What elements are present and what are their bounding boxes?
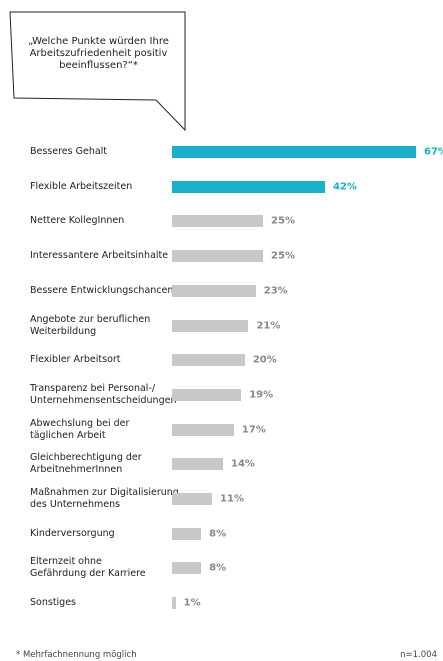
category-label: Nettere KollegInnen — [30, 215, 125, 227]
value-label: 23% — [263, 285, 288, 297]
value-label: 67% — [424, 146, 443, 158]
value-label: 42% — [332, 181, 357, 193]
bar — [172, 388, 242, 401]
category-label: Flexibler Arbeitsort — [30, 354, 121, 366]
category-label: Sonstiges — [30, 597, 77, 609]
value-label: 8% — [209, 562, 227, 574]
bar — [172, 458, 223, 471]
category-label: Angebote zur beruflichen Weiterbildung — [30, 313, 151, 337]
category-label: Transparenz bei Personal-/ Unternehmense… — [30, 382, 177, 406]
bar — [172, 597, 176, 610]
category-label: Flexible Arbeitszeiten — [30, 180, 133, 192]
bar — [172, 250, 264, 263]
category-label: Besseres Gehalt — [30, 146, 108, 157]
category-label: Maßnahmen zur Digitalisierung des Untern… — [30, 487, 179, 510]
category-label: Bessere Entwicklungschancen — [30, 284, 174, 296]
bar — [172, 319, 249, 332]
chart-title: „Welche Punkte würden Ihre Arbeitszufrie… — [28, 36, 169, 71]
sample-size: n=1.004 — [400, 650, 437, 660]
bar — [172, 146, 416, 158]
category-label: Elternzeit ohne Gefährdung der Karriere — [30, 556, 146, 580]
bar — [172, 215, 264, 228]
value-label: 1% — [183, 597, 201, 609]
bar — [172, 354, 245, 367]
value-label: 8% — [209, 528, 227, 540]
value-label: 25% — [271, 250, 295, 262]
category-label: Abwechslung bei der täglichen Arbeit — [30, 417, 130, 441]
category-label: Interessantere Arbeitsinhalte — [30, 250, 169, 262]
bar — [172, 423, 234, 436]
bar — [172, 527, 202, 540]
bar — [172, 180, 325, 193]
value-label: 21% — [256, 320, 281, 331]
speech-bubble — [9, 11, 186, 132]
value-label: 20% — [252, 354, 277, 366]
category-label: Kinderversorgung — [30, 527, 115, 539]
value-label: 19% — [249, 389, 274, 401]
bar — [172, 562, 202, 575]
footnote: * Mehrfachnennung möglich — [16, 650, 137, 660]
bar — [172, 493, 213, 505]
value-label: 17% — [241, 424, 266, 436]
value-label: 25% — [271, 215, 295, 227]
value-label: 14% — [230, 458, 255, 470]
bar — [172, 284, 256, 297]
value-label: 11% — [220, 493, 244, 505]
category-label: Gleichberechtigung der ArbeitnehmerInnen — [30, 452, 142, 476]
